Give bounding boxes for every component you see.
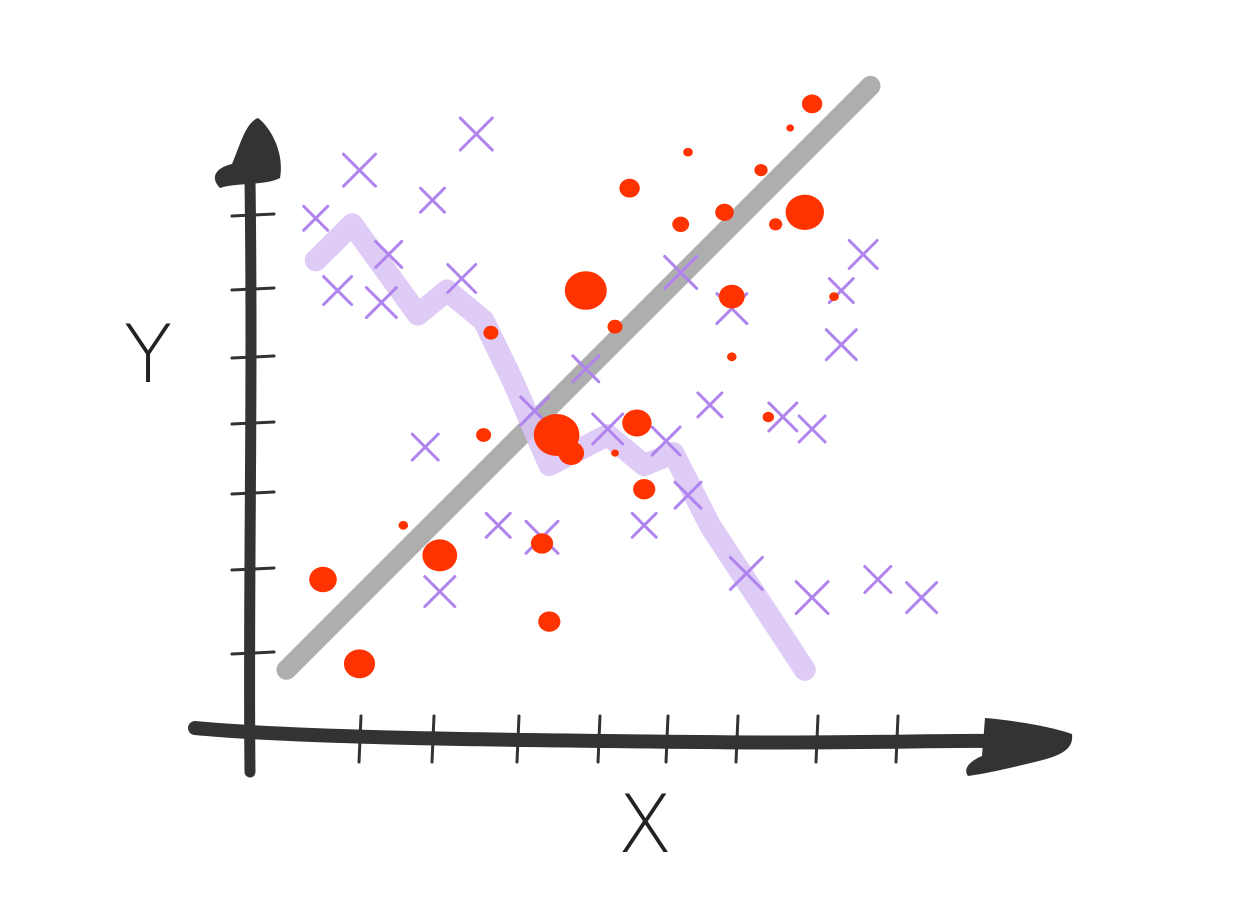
cross-marker <box>863 565 893 594</box>
x-tick <box>596 714 602 764</box>
y-tick <box>230 650 276 656</box>
dot-marker <box>786 124 795 132</box>
dot-marker <box>538 611 561 632</box>
cross-marker <box>905 581 939 615</box>
x-tick <box>734 714 740 764</box>
x-tick <box>430 714 436 764</box>
dot-marker <box>762 411 774 423</box>
x-axis-line <box>188 721 997 750</box>
y-tick <box>230 490 276 496</box>
dot-marker <box>530 533 554 554</box>
y-axis-line <box>244 174 257 778</box>
dot-marker <box>558 441 585 465</box>
x-tick <box>515 714 521 764</box>
x-tick <box>357 714 363 764</box>
dot-marker <box>611 449 619 457</box>
cross-marker <box>591 412 625 446</box>
cross-marker <box>419 186 446 214</box>
dot-marker <box>769 218 783 231</box>
trend-line-down <box>304 213 816 681</box>
cross-marker <box>696 391 724 419</box>
cross-marker <box>458 116 494 152</box>
cross-marker <box>767 401 799 433</box>
cross-marker <box>484 511 512 539</box>
dot-marker <box>727 352 737 362</box>
cross-marker <box>630 511 658 539</box>
dot-marker <box>715 203 734 221</box>
cross-marker <box>446 263 478 294</box>
dot-marker <box>476 428 492 442</box>
x-axis-label: X <box>618 778 673 871</box>
cross-marker <box>794 580 830 616</box>
x-axis-arrowhead <box>966 718 1073 776</box>
x-tick <box>664 714 670 764</box>
cross-marker <box>374 239 404 269</box>
y-tick <box>230 420 276 426</box>
cross-marker <box>663 254 699 290</box>
dot-marker <box>398 520 409 530</box>
dot-marker <box>633 479 656 500</box>
dot-marker <box>619 178 640 198</box>
x-tick <box>814 714 820 764</box>
cross-marker <box>571 354 601 384</box>
y-axis-label: Y <box>124 308 173 401</box>
dot-marker <box>829 292 839 301</box>
cross-marker <box>728 555 764 591</box>
series-layer <box>276 75 939 681</box>
cross-marker <box>302 204 330 232</box>
dot-marker <box>672 216 690 232</box>
y-tick <box>230 354 276 360</box>
y-tick <box>230 212 276 218</box>
dot-marker <box>564 271 607 310</box>
cross-marker <box>410 432 440 462</box>
axes-layer <box>188 118 1073 778</box>
dot-marker <box>622 409 652 437</box>
dot-marker <box>607 319 623 334</box>
cross-marker <box>342 152 377 188</box>
y-tick <box>230 286 276 292</box>
dot-marker <box>785 194 824 230</box>
cross-marker <box>364 286 398 320</box>
dot-marker <box>754 164 768 177</box>
y-axis-arrowhead <box>214 118 281 188</box>
cross-marker <box>673 480 703 510</box>
dot-marker <box>801 94 823 114</box>
x-tick <box>894 714 900 764</box>
cross-marker <box>322 275 354 307</box>
dot-marker <box>483 325 499 340</box>
cross-marker <box>650 425 682 457</box>
y-tick <box>230 566 276 572</box>
cross-marker <box>824 328 858 362</box>
cross-marker <box>797 414 827 444</box>
dot-marker <box>309 566 337 593</box>
cross-marker <box>423 575 457 609</box>
dot-marker <box>343 649 376 679</box>
dot-marker <box>718 284 745 309</box>
dot-marker <box>683 147 693 157</box>
dot-marker <box>422 539 458 572</box>
cross-marker <box>847 238 879 270</box>
